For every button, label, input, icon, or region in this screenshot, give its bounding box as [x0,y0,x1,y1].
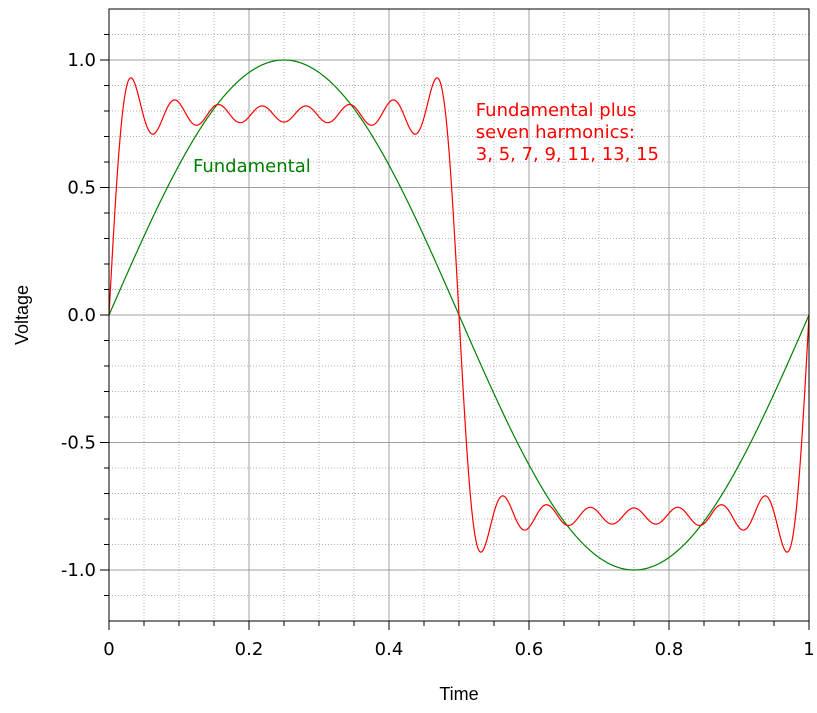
x-tick-label: 0.4 [375,639,404,660]
series-layer [108,59,810,571]
x-tick-label: 0.2 [235,639,264,660]
annotation-line: 3, 5, 7, 9, 11, 13, 15 [476,144,659,165]
y-axis-title: Voltage [12,285,32,345]
y-tick-label: 1.0 [67,50,96,71]
annotations: Fundamental Fundamental plus seven harmoni… [193,100,659,177]
annotation-line: seven harmonics: [476,122,635,143]
y-tick-label: 0.0 [67,305,96,326]
annotation-fundamental_label: Fundamental [193,156,311,177]
x-axis-title: Time [439,684,478,704]
y-tick-label: -1.0 [61,560,96,581]
x-tick-label: 0.8 [655,639,684,660]
tick-labels: 0 0.2 0.4 0.6 0.8 1 1.0 0.5 0.0 -0.5 -1.0 [61,50,815,660]
annotation-line: Fundamental [193,156,311,177]
x-tick-label: 1 [803,639,814,660]
series-line-harmonics_sum [108,77,810,553]
x-tick-label: 0 [103,639,114,660]
y-tick-label: -0.5 [61,433,96,454]
y-tick-label: 0.5 [67,178,96,199]
annotation-harmonics_label: Fundamental plus seven harmonics: 3, 5, 7,… [476,100,659,165]
annotation-line: Fundamental plus [476,100,637,121]
x-tick-label: 0.6 [515,639,544,660]
axis-ticks [100,34,810,630]
